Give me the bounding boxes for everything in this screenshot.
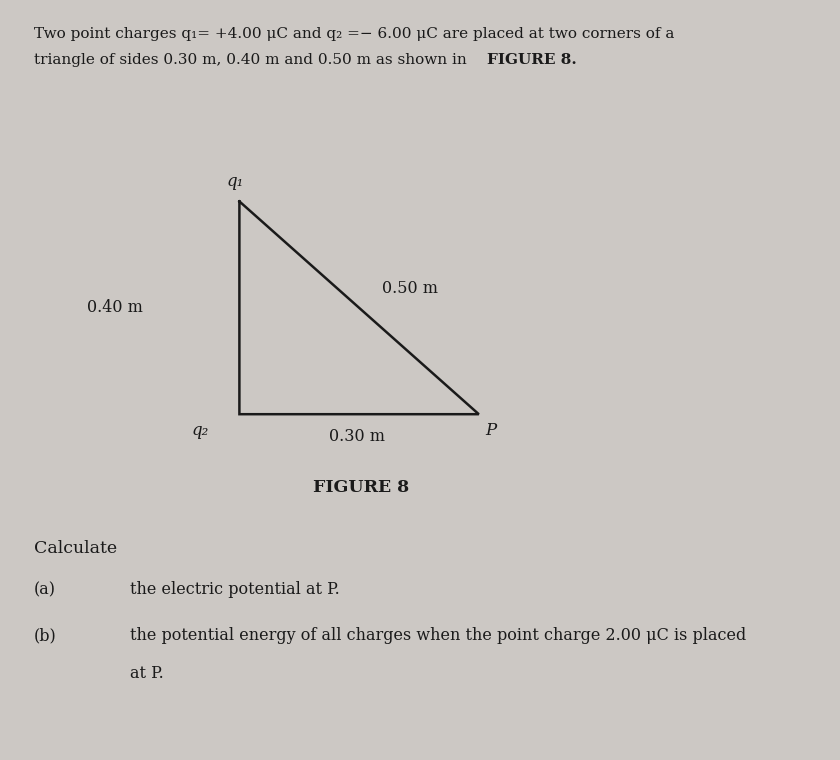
Text: q₂: q₂ [191, 422, 208, 439]
Text: FIGURE 8.: FIGURE 8. [487, 53, 577, 67]
Text: (b): (b) [34, 627, 56, 644]
Text: FIGURE 8: FIGURE 8 [313, 479, 409, 496]
Text: the electric potential at P.: the electric potential at P. [130, 581, 340, 598]
Text: 0.50 m: 0.50 m [382, 280, 438, 297]
Text: triangle of sides 0.30 m, 0.40 m and 0.50 m as shown in: triangle of sides 0.30 m, 0.40 m and 0.5… [34, 53, 471, 67]
Text: 0.40 m: 0.40 m [87, 299, 143, 316]
Text: 0.30 m: 0.30 m [329, 428, 385, 445]
Text: the potential energy of all charges when the point charge 2.00 μC is placed: the potential energy of all charges when… [130, 627, 747, 644]
Text: at P.: at P. [130, 665, 164, 682]
Text: P: P [486, 422, 496, 439]
Text: Two point charges q₁= +4.00 μC and q₂ =− 6.00 μC are placed at two corners of a: Two point charges q₁= +4.00 μC and q₂ =−… [34, 27, 674, 40]
Text: Calculate: Calculate [34, 540, 117, 556]
Text: (a): (a) [34, 581, 55, 598]
Text: q₁: q₁ [226, 173, 244, 190]
